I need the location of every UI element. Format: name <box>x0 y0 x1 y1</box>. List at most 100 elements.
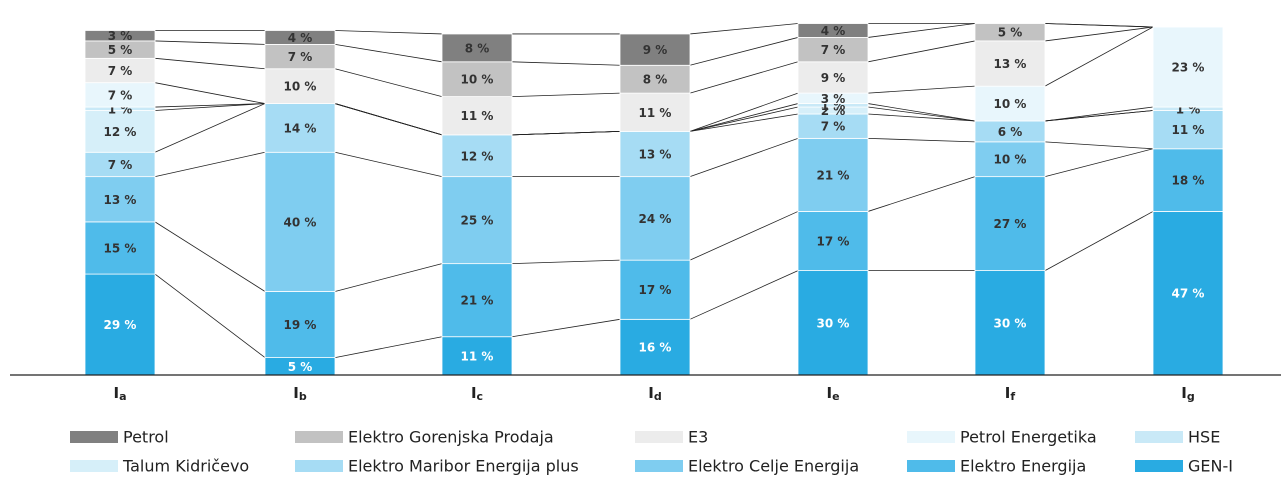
x-tick-label: Ic <box>471 384 483 404</box>
data-label: 6 % <box>998 125 1023 139</box>
connectors <box>154 23 1154 358</box>
connector <box>334 103 443 136</box>
data-label: 30 % <box>994 316 1027 330</box>
data-label: 9 % <box>643 43 668 57</box>
connector <box>689 103 799 132</box>
data-label: 4 % <box>288 31 313 45</box>
connector <box>334 336 443 358</box>
bar-segment <box>797 61 869 94</box>
x-tick-label: Ia <box>113 384 126 404</box>
connector <box>689 23 799 35</box>
connector <box>511 131 621 136</box>
bar-segment <box>1152 211 1224 376</box>
legend-swatch <box>295 431 343 443</box>
data-label: 5 % <box>108 43 133 57</box>
x-tick-label: Ie <box>826 384 839 404</box>
data-label: 11 % <box>461 109 494 123</box>
connector <box>1044 26 1154 42</box>
data-label: 7 % <box>108 88 133 102</box>
connector <box>334 30 443 35</box>
connector <box>689 106 799 132</box>
bar-segment <box>974 270 1046 376</box>
connector <box>689 61 799 94</box>
connector <box>334 44 443 63</box>
data-label: 7 % <box>108 158 133 172</box>
data-label: 5 % <box>998 26 1023 40</box>
connector <box>1044 110 1154 122</box>
connector <box>867 23 976 38</box>
data-label: 2 % <box>821 104 846 118</box>
legend-swatch <box>907 431 955 443</box>
connector <box>867 103 976 122</box>
data-label: 5 % <box>288 360 313 374</box>
bar-segment <box>264 68 336 104</box>
bar-segment <box>1152 26 1224 108</box>
data-label: 13 % <box>104 193 137 207</box>
connector <box>867 137 976 143</box>
bar-segment <box>797 270 869 376</box>
bar-segment <box>619 130 691 178</box>
connector <box>1044 148 1154 178</box>
data-label: 3 % <box>821 92 846 106</box>
data-label: 14 % <box>284 121 317 135</box>
data-label: 7 % <box>821 120 846 134</box>
bar-segment <box>264 291 336 359</box>
legend-label: Elektro Maribor Energija plus <box>348 457 579 476</box>
bar-segment <box>84 273 156 376</box>
legend-label: Elektro Energija <box>960 457 1086 476</box>
bar-segment <box>619 33 691 66</box>
connector <box>154 151 266 178</box>
data-label: 24 % <box>639 212 672 226</box>
data-label: 15 % <box>104 241 137 255</box>
bar-segment <box>84 110 156 153</box>
legend-label: GEN-I <box>1188 457 1233 476</box>
data-label: 9 % <box>821 71 846 85</box>
data-label: 40 % <box>284 215 317 229</box>
bar-segment <box>619 318 691 376</box>
connector <box>867 176 976 212</box>
bar-segment <box>441 61 513 97</box>
data-label: 17 % <box>639 283 672 297</box>
legend-label: Elektro Gorenjska Prodaja <box>348 428 554 447</box>
legend-label: HSE <box>1188 428 1220 447</box>
connector <box>867 40 976 63</box>
connector <box>511 259 621 265</box>
bar-segment <box>797 137 869 212</box>
data-label: 10 % <box>284 80 317 94</box>
connector <box>689 270 799 320</box>
connector <box>689 37 799 66</box>
data-label: 13 % <box>994 57 1027 71</box>
legend-label: Petrol Energetika <box>960 428 1097 447</box>
data-label: 7 % <box>108 64 133 78</box>
bar-segment <box>974 176 1046 271</box>
bar-segment <box>441 33 513 63</box>
data-label: 10 % <box>461 73 494 87</box>
connector <box>867 85 976 94</box>
data-label: 17 % <box>817 235 850 249</box>
data-label: 8 % <box>465 41 490 55</box>
bar-segment <box>797 211 869 272</box>
data-label: 23 % <box>1172 61 1205 75</box>
bar-segment <box>84 30 156 42</box>
x-tick-label: Ig <box>1181 384 1194 404</box>
data-label: 10 % <box>994 97 1027 111</box>
legend-swatch <box>1135 431 1183 443</box>
data-label: 7 % <box>821 43 846 57</box>
legend-swatch <box>635 460 683 472</box>
data-label: 13 % <box>639 148 672 162</box>
connector <box>867 106 976 122</box>
data-label: 11 % <box>639 106 672 120</box>
x-tick-label: Id <box>648 384 661 404</box>
x-tick-label: Ib <box>293 384 307 404</box>
legend-label: Elektro Celje Energija <box>688 457 859 476</box>
connector <box>154 103 266 108</box>
connector <box>511 318 621 338</box>
data-label: 19 % <box>284 318 317 332</box>
connector <box>154 40 266 45</box>
data-label: 21 % <box>817 168 850 182</box>
bar-segment <box>441 263 513 338</box>
connector <box>689 137 799 178</box>
bar-segment <box>264 30 336 45</box>
connector <box>867 113 976 122</box>
